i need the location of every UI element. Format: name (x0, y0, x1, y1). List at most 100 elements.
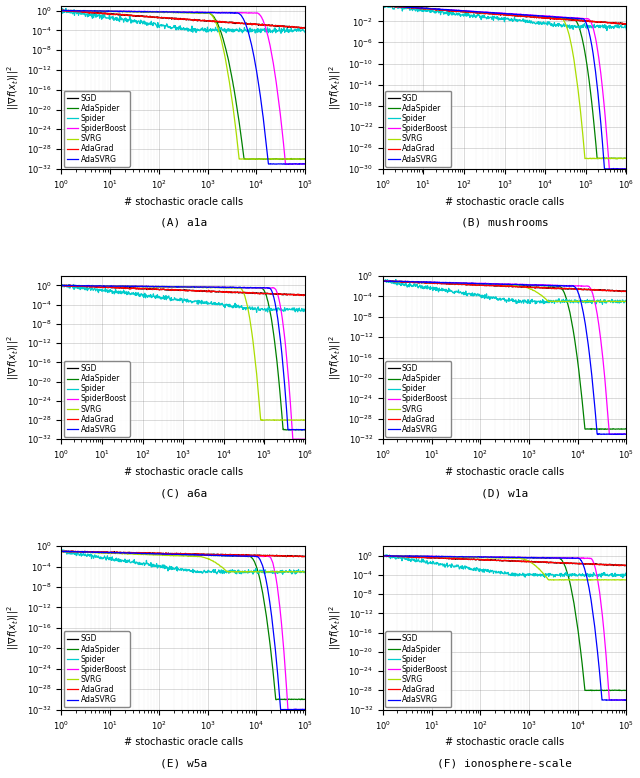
AdaGrad (442, 553, 450, 562)
AdaSVRG (301, 705, 309, 714)
AdaSVRG (542, 281, 550, 290)
Line: AdaSpider: AdaSpider (383, 281, 627, 429)
X-axis label: # stochastic oracle calls: # stochastic oracle calls (445, 197, 564, 207)
AdaGrad (379, 552, 387, 561)
AdaGrad (120, 283, 128, 293)
SGD (168, 13, 176, 23)
SpiderBoost (442, 5, 450, 14)
AdaSpider (241, 552, 249, 561)
Spider (490, 293, 497, 302)
Spider (120, 15, 128, 24)
SVRG (101, 7, 109, 16)
AdaGrad (300, 291, 307, 300)
AdaGrad (523, 11, 531, 20)
SVRG (387, 551, 394, 560)
Legend: SGD, AdaSpider, Spider, SpiderBoost, SVRG, AdaGrad, AdaSVRG: SGD, AdaSpider, Spider, SpiderBoost, SVR… (64, 91, 130, 166)
SGD (541, 13, 549, 23)
SpiderBoost (523, 553, 531, 562)
Spider (58, 280, 66, 289)
SGD (490, 555, 497, 565)
SGD (201, 286, 209, 296)
SGD (301, 23, 309, 33)
AdaGrad (563, 15, 570, 24)
AdaSpider (301, 154, 309, 163)
Spider (241, 303, 249, 313)
Legend: SGD, AdaSpider, Spider, SpiderBoost, SVRG, AdaGrad, AdaSVRG: SGD, AdaSpider, Spider, SpiderBoost, SVR… (64, 361, 130, 437)
SpiderBoost (58, 281, 65, 290)
AdaSpider (442, 5, 449, 15)
AdaGrad (442, 279, 450, 288)
AdaGrad (563, 558, 570, 567)
SGD (58, 547, 65, 556)
Text: (A) a1a: (A) a1a (159, 218, 207, 228)
AdaGrad (623, 286, 630, 296)
Line: AdaSpider: AdaSpider (383, 5, 627, 159)
SGD (168, 285, 175, 294)
AdaSpider (522, 11, 530, 20)
AdaSVRG (101, 6, 109, 16)
SVRG (422, 4, 430, 13)
Line: AdaSpider: AdaSpider (383, 555, 627, 691)
Spider (59, 545, 67, 555)
SGD (60, 546, 68, 555)
AdaSpider (379, 551, 387, 560)
AdaSVRG (58, 281, 65, 290)
AdaSpider (623, 154, 630, 163)
AdaGrad (58, 5, 65, 15)
Spider (603, 26, 611, 35)
X-axis label: # stochastic oracle calls: # stochastic oracle calls (124, 738, 243, 747)
Line: AdaGrad: AdaGrad (61, 551, 305, 557)
AdaSpider (202, 282, 209, 292)
AdaGrad (221, 17, 228, 26)
AdaSVRG (442, 5, 449, 14)
AdaSVRG (442, 552, 450, 562)
SVRG (442, 552, 450, 562)
AdaGrad (58, 5, 66, 15)
AdaGrad (542, 282, 550, 292)
AdaGrad (120, 548, 128, 557)
AdaSVRG (623, 696, 630, 705)
Spider (379, 277, 387, 286)
SGD (523, 282, 531, 292)
Spider (168, 23, 176, 33)
Text: (E) w5a: (E) w5a (159, 759, 207, 769)
Spider (221, 24, 228, 33)
AdaGrad (383, 551, 391, 560)
Spider (62, 4, 70, 13)
SpiderBoost (61, 281, 69, 290)
AdaSpider (220, 38, 228, 47)
SGD (301, 552, 309, 562)
Line: SpiderBoost: SpiderBoost (383, 281, 627, 435)
SVRG (541, 13, 549, 23)
SVRG (563, 297, 570, 307)
AdaSVRG (58, 546, 66, 555)
AdaGrad (442, 5, 450, 15)
Spider (379, 551, 387, 560)
AdaSVRG (563, 553, 570, 562)
SGD (120, 282, 128, 292)
SpiderBoost (542, 280, 550, 289)
X-axis label: # stochastic oracle calls: # stochastic oracle calls (124, 467, 243, 477)
AdaSVRG (422, 552, 430, 561)
SGD (297, 24, 305, 33)
SVRG (101, 282, 109, 291)
Line: AdaGrad: AdaGrad (61, 285, 305, 296)
Legend: SGD, AdaSpider, Spider, SpiderBoost, SVRG, AdaGrad, AdaSVRG: SGD, AdaSpider, Spider, SpiderBoost, SVR… (64, 631, 130, 707)
SGD (621, 561, 628, 570)
Spider (301, 304, 309, 314)
SGD (220, 287, 228, 296)
SVRG (623, 154, 630, 163)
AdaSpider (489, 9, 497, 18)
AdaSVRG (523, 553, 531, 562)
SVRG (442, 279, 450, 288)
AdaGrad (490, 9, 497, 19)
SVRG (241, 154, 249, 163)
SGD (442, 554, 450, 563)
AdaSVRG (168, 282, 176, 292)
Line: AdaSpider: AdaSpider (61, 10, 305, 159)
Line: SGD: SGD (383, 281, 627, 292)
AdaGrad (563, 284, 570, 293)
SpiderBoost (612, 696, 620, 705)
AdaGrad (202, 16, 209, 26)
SGD (168, 548, 176, 558)
